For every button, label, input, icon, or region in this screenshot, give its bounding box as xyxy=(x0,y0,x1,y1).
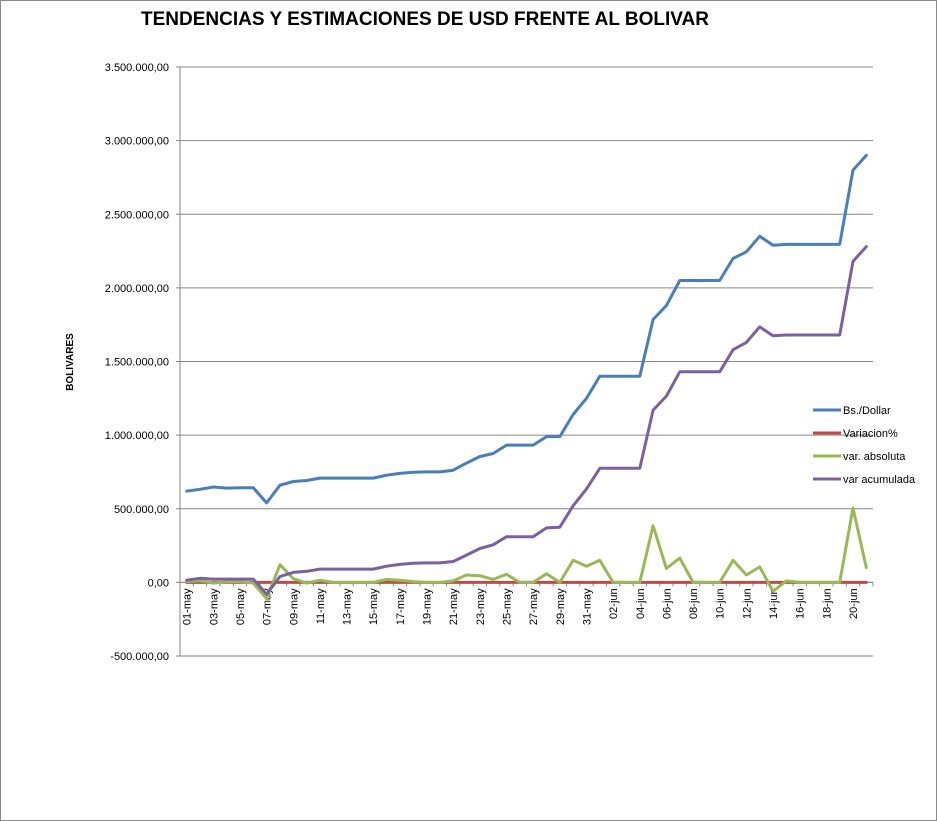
x-tick-label: 13-may xyxy=(342,588,354,625)
y-tick-label: 3.000.000,00 xyxy=(105,136,169,148)
x-tick-label: 04-jun xyxy=(635,588,647,619)
x-tick-label: 18-jun xyxy=(821,588,833,619)
legend-label: var acumulada xyxy=(843,474,916,486)
x-tick-labels: 01-may 03-may 05-may 07-may 09-may 11-may 13-m… xyxy=(182,588,860,625)
x-tick-label: 06-jun xyxy=(661,588,673,619)
legend-label: Bs./Dollar xyxy=(843,405,891,417)
x-tick-label: 31-may xyxy=(581,588,593,625)
series-line-var-acumulada xyxy=(185,245,868,596)
series-lines xyxy=(185,153,868,601)
x-tick-label: 20-jun xyxy=(848,588,860,619)
y-tick-label: 2.500.000,00 xyxy=(105,209,169,221)
y-tick-label: 3.500.000,00 xyxy=(105,62,169,74)
x-tick-label: 14-jun xyxy=(768,588,780,619)
x-tick-label: 08-jun xyxy=(688,588,700,619)
x-tick-label: 05-may xyxy=(235,588,247,625)
x-tick-label: 02-jun xyxy=(608,588,620,619)
x-tick-label: 03-may xyxy=(208,588,220,625)
x-tick-label: 17-may xyxy=(395,588,407,625)
y-tick-labels: -500.000,00 0,00 500.000,00 1.000.000,00 1.5… xyxy=(105,62,169,663)
series-line-var-absoluta xyxy=(185,506,868,601)
y-tick-label: 1.500.000,00 xyxy=(105,357,169,369)
x-tick-label: 23-may xyxy=(475,588,487,625)
x-tick-label: 21-may xyxy=(448,588,460,625)
x-tick-label: 19-may xyxy=(422,588,434,625)
legend-label: var. absoluta xyxy=(843,451,906,463)
y-tick-label: 1.000.000,00 xyxy=(105,430,169,442)
series-line-bs-dollar xyxy=(185,153,868,505)
y-tick-label: 0,00 xyxy=(148,577,169,589)
x-tick-label: 16-jun xyxy=(795,588,807,619)
x-tick-label: 09-may xyxy=(288,588,300,625)
y-axis-label: BOLIVARES xyxy=(65,333,76,391)
x-tick-label: 12-jun xyxy=(741,588,753,619)
legend-label: Variacion% xyxy=(843,428,898,440)
gridlines xyxy=(176,66,873,657)
legend: Bs./Dollar Variacion% var. absoluta var acu… xyxy=(813,405,916,486)
x-tick-label: 25-may xyxy=(502,588,514,625)
x-tick-label: 01-may xyxy=(182,588,194,625)
y-tick-label: 2.000.000,00 xyxy=(105,283,169,295)
x-tick-label: 29-may xyxy=(555,588,567,625)
x-tick-label: 10-jun xyxy=(715,588,727,619)
x-tick-label: 15-may xyxy=(368,588,380,625)
x-tick-label: 11-may xyxy=(315,588,327,624)
x-tick-label: 27-may xyxy=(528,588,540,625)
y-tick-label: 500.000,00 xyxy=(114,504,169,516)
chart-title: TENDENCIAS Y ESTIMACIONES DE USD FRENTE … xyxy=(141,9,709,30)
y-tick-label: -500.000,00 xyxy=(110,651,169,663)
